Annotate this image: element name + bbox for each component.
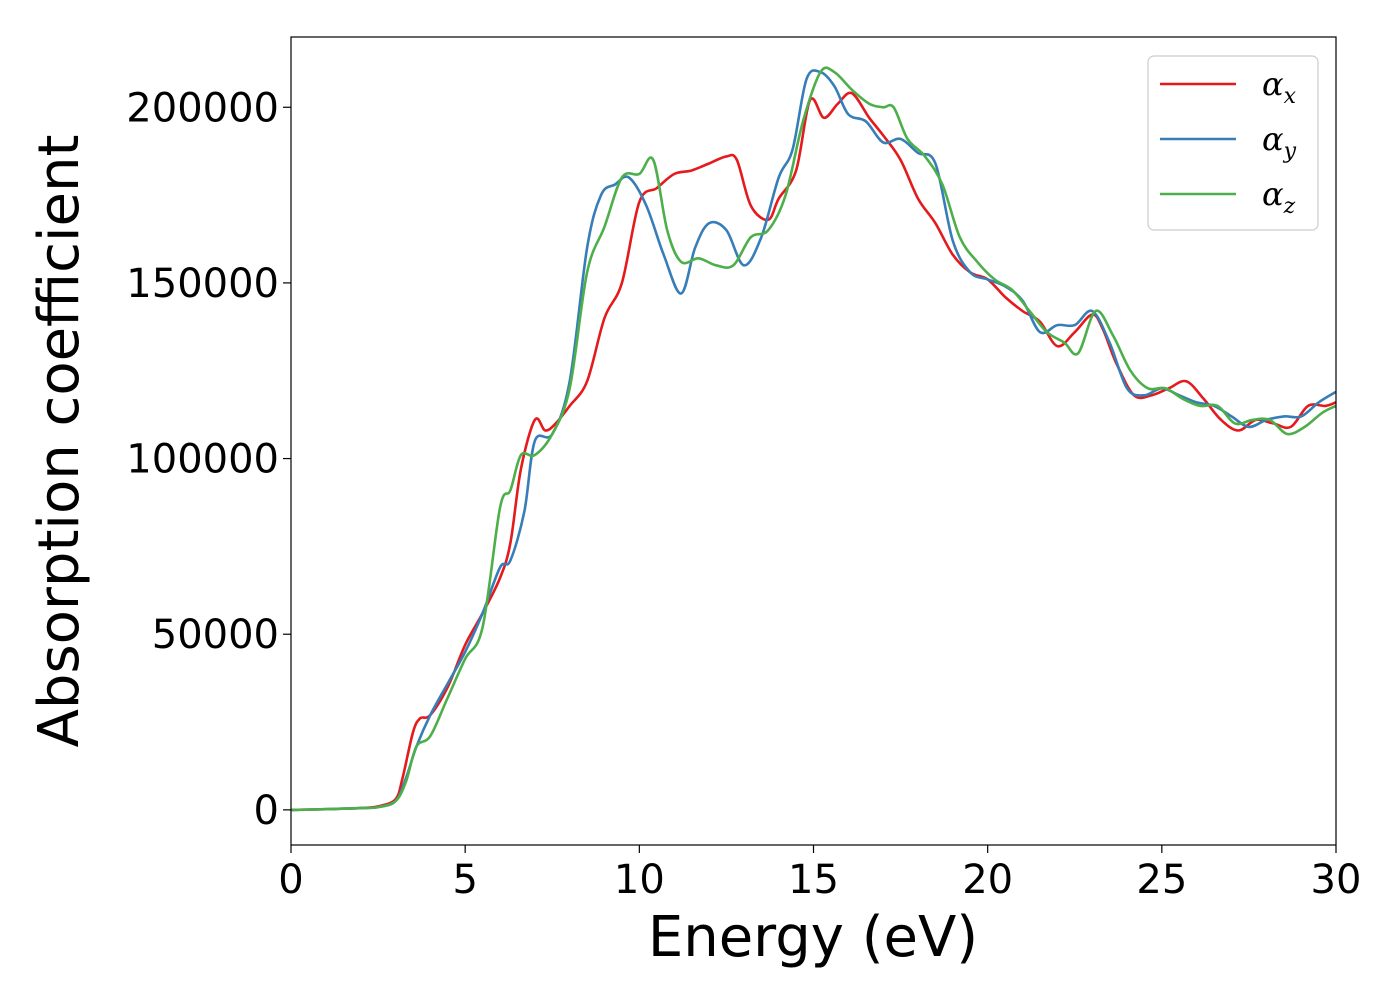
legend-label-alpha-x: αx bbox=[1262, 65, 1297, 109]
x-tick-label: 5 bbox=[452, 857, 477, 903]
y-tick-label: 100000 bbox=[126, 437, 279, 483]
y-tick-label: 0 bbox=[254, 788, 279, 834]
x-tick-label: 30 bbox=[1311, 857, 1362, 903]
legend-box bbox=[1147, 55, 1319, 231]
legend-label-alpha-y: αy bbox=[1262, 120, 1297, 164]
x-tick-label: 20 bbox=[962, 857, 1013, 903]
x-tick-label: 25 bbox=[1136, 857, 1187, 903]
series-line-alpha-z bbox=[290, 66, 1337, 812]
y-tick-label: 150000 bbox=[126, 261, 279, 307]
y-axis: 0 50000 100000 150000 200000 bbox=[126, 85, 291, 834]
series-line-alpha-y bbox=[290, 69, 1337, 812]
y-axis-title: Absorption coefficient bbox=[27, 135, 92, 748]
legend-label-alpha-z: αz bbox=[1262, 175, 1296, 219]
legend: αx αy αz bbox=[1147, 55, 1319, 231]
y-tick-label: 200000 bbox=[126, 85, 279, 131]
x-axis-title: Energy (eV) bbox=[648, 905, 978, 970]
x-tick-label: 15 bbox=[788, 857, 839, 903]
y-tick-label: 50000 bbox=[152, 612, 279, 658]
x-axis: 0 5 10 15 20 25 30 bbox=[278, 845, 1361, 903]
x-tick-label: 10 bbox=[614, 857, 665, 903]
series-layer bbox=[290, 66, 1337, 812]
x-tick-label: 0 bbox=[278, 857, 303, 903]
